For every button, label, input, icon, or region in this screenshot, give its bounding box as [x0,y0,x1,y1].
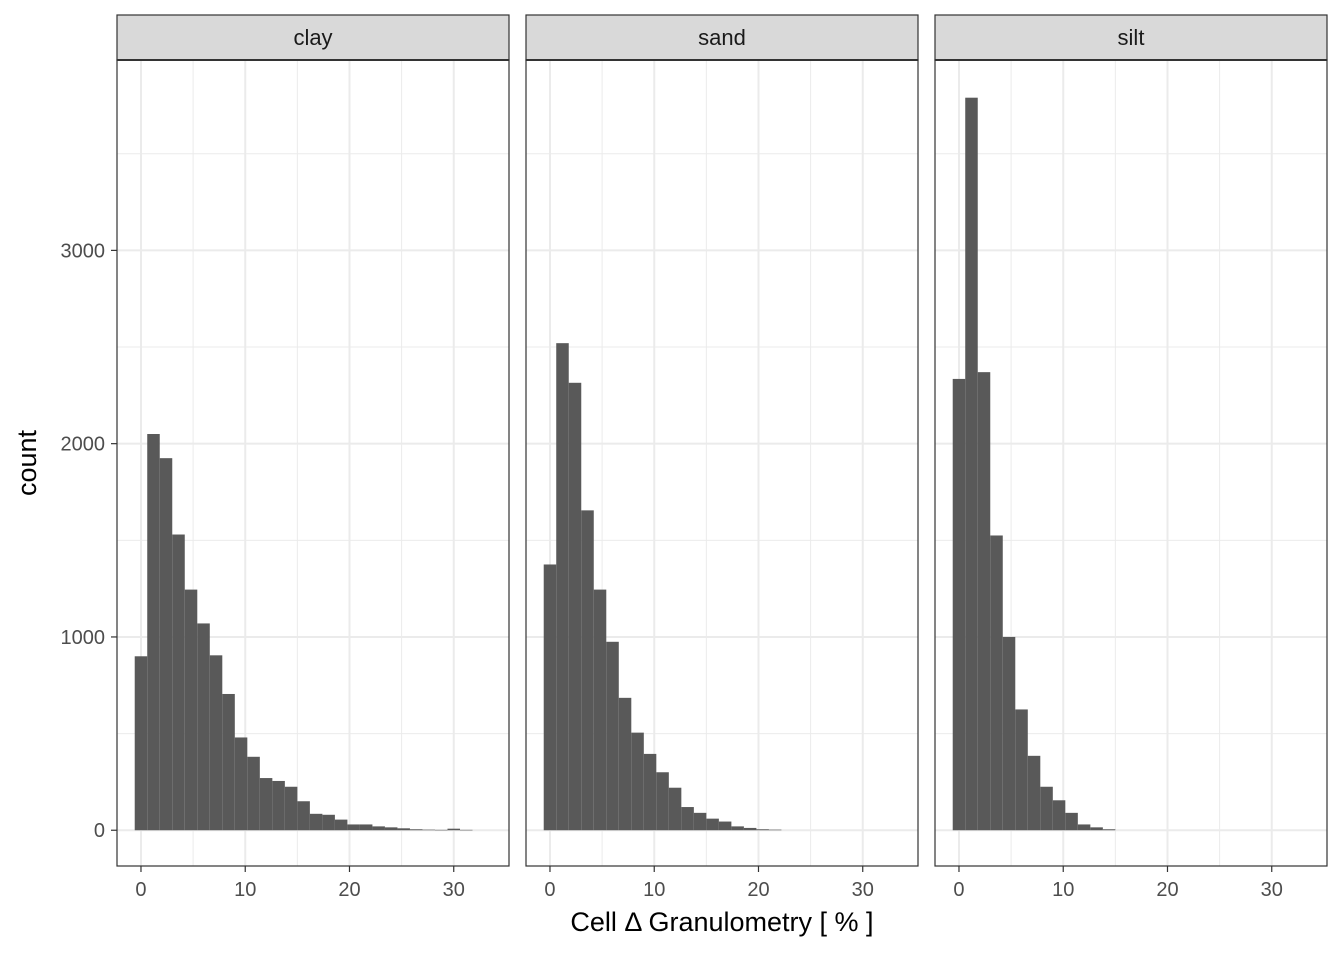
histogram-bar [952,378,966,831]
histogram-bar [656,772,669,831]
histogram-bar [543,564,557,831]
histogram-bar [334,819,348,831]
histogram-bar [397,828,410,831]
facet-strip-label: silt [1118,25,1145,50]
facet-strip [525,14,919,61]
histogram-bar [768,829,782,831]
y-tick-label: 0 [94,820,105,842]
histogram-bar [556,343,569,831]
histogram-bar [977,372,991,831]
histogram-bar [1015,709,1028,831]
histogram-bar [643,753,657,831]
facet-panels: clay 0 10 20 30 sand 0 10 20 30 silt 0 10 20 30 [116,14,1328,901]
histogram-bar [209,655,223,831]
histogram-bar [460,829,473,831]
histogram-bar [422,829,435,831]
histogram-bar [1052,800,1066,831]
histogram-bar [409,829,423,831]
histogram-bar [593,589,607,831]
histogram-bar [1027,755,1041,831]
histogram-bar [1040,786,1053,831]
histogram-bar [693,812,707,831]
histogram-bar [197,623,210,831]
histogram-bar [322,814,335,831]
histogram-bar [272,780,285,831]
histogram-bar [247,756,260,831]
y-tick-label: 2000 [61,434,106,456]
histogram-bar [184,589,198,831]
x-tick-label: 30 [852,879,874,901]
histogram-bar [706,818,719,831]
facet-strip-label: clay [293,25,332,50]
x-tick-label: 20 [338,879,360,901]
facet-panel-clay: clay 0 10 20 30 [116,14,510,901]
facet-strip [116,14,510,61]
facet-panel-sand: sand 0 10 20 30 [525,14,919,901]
histogram-bar [359,824,373,831]
histogram-bar [1077,824,1091,831]
x-tick-label: 10 [1052,879,1074,901]
y-axis: 0 1000 2000 3000 [61,240,117,842]
histogram-bar [606,641,619,831]
y-tick-label: 3000 [61,240,106,262]
x-tick-label: 10 [234,879,256,901]
y-tick-label: 1000 [61,627,106,649]
histogram-bar [222,693,235,831]
histogram-bar [434,829,448,831]
x-tick-label: 20 [747,879,769,901]
histogram-bar [147,434,160,831]
histogram-bar [134,656,148,831]
histogram-bar [731,826,744,831]
histogram-bar [1102,829,1116,831]
facet-panel-silt: silt 0 10 20 30 [934,14,1328,901]
histogram-bar [718,821,732,831]
x-tick-label: 0 [544,879,555,901]
x-axis-title: Cell Δ Granulometry [ % ] [570,907,873,937]
x-tick-label: 10 [643,879,665,901]
histogram-bar [568,382,582,831]
histogram-bar [756,829,769,831]
y-axis-title: count [12,429,42,496]
histogram-bar [384,827,398,831]
histogram-bar [668,787,682,831]
histogram-bar [284,786,298,831]
histogram-bar [681,807,694,831]
histogram-bar [172,534,185,831]
histogram-bar [259,778,273,831]
x-tick-label: 0 [953,879,964,901]
histogram-bar [618,697,632,831]
histogram-bar [1065,812,1078,831]
histogram-bar [159,458,173,831]
facet-strip [934,14,1328,61]
x-tick-label: 30 [443,879,465,901]
histogram-bar [1002,636,1016,831]
histogram-bar [1090,827,1103,831]
histogram-bar [372,826,385,831]
x-tick-label: 0 [135,879,146,901]
facet-strip-label: sand [698,25,746,50]
histogram-bar [347,824,360,831]
x-tick-label: 30 [1261,879,1283,901]
histogram-bar [234,737,248,831]
histogram-bar [309,813,323,831]
histogram-bar [990,535,1003,831]
histogram-bar [297,801,310,831]
histogram-bar [447,828,460,831]
histogram-bar [743,827,757,831]
histogram-bar [965,97,978,831]
histogram-bar [631,732,644,831]
histogram-bar [581,510,594,831]
x-tick-label: 20 [1156,879,1178,901]
